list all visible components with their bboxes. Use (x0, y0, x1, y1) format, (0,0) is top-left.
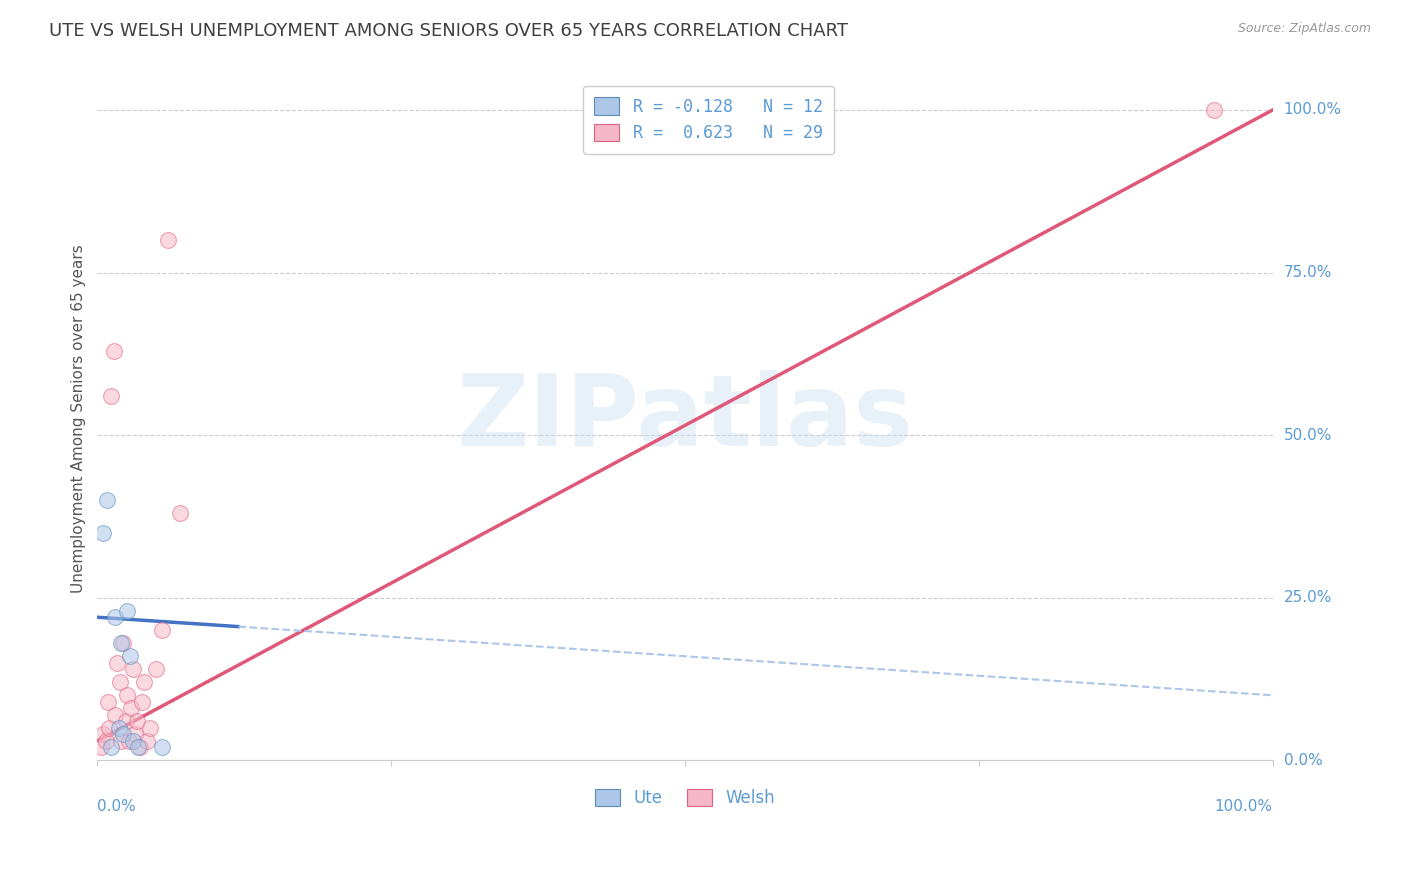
Point (110, 733, 132, 747)
Point (145, 662, 167, 676)
Point (120, 701, 142, 715)
Point (108, 675, 131, 690)
Point (1202, 103, 1225, 117)
Text: 50.0%: 50.0% (1284, 427, 1331, 442)
Point (120, 649, 142, 664)
Point (90, 740, 112, 755)
Text: 0.0%: 0.0% (97, 799, 136, 814)
Point (156, 233, 179, 247)
Text: Source: ZipAtlas.com: Source: ZipAtlas.com (1237, 22, 1371, 36)
Text: 75.0%: 75.0% (1284, 265, 1331, 280)
Text: 0.0%: 0.0% (1284, 753, 1323, 768)
Text: ZIPatlas: ZIPatlas (457, 370, 914, 467)
Point (127, 714, 149, 729)
Point (96, 493, 118, 508)
Point (134, 675, 156, 690)
Point (91, 525, 114, 540)
Point (128, 740, 150, 755)
Point (112, 636, 135, 650)
Point (100, 389, 122, 403)
Point (124, 727, 146, 741)
Point (107, 721, 129, 735)
Point (94, 733, 117, 747)
Point (150, 740, 173, 755)
Point (98, 721, 121, 735)
Point (121, 733, 143, 747)
Point (150, 624, 173, 638)
Point (97, 695, 120, 709)
Point (115, 604, 138, 618)
Point (118, 733, 141, 747)
Point (110, 636, 132, 650)
Point (135, 733, 157, 747)
Point (104, 610, 127, 624)
Y-axis label: Unemployment Among Seniors over 65 years: Unemployment Among Seniors over 65 years (72, 244, 86, 593)
Point (91, 727, 114, 741)
Point (103, 343, 125, 358)
Point (139, 721, 162, 735)
Text: 25.0%: 25.0% (1284, 591, 1331, 606)
Point (121, 662, 143, 676)
Text: UTE VS WELSH UNEMPLOYMENT AMONG SENIORS OVER 65 YEARS CORRELATION CHART: UTE VS WELSH UNEMPLOYMENT AMONG SENIORS … (49, 22, 848, 40)
Point (112, 727, 135, 741)
Point (114, 714, 136, 729)
Point (127, 740, 149, 755)
Text: 100.0%: 100.0% (1284, 103, 1341, 118)
Point (115, 688, 138, 702)
Point (169, 506, 191, 520)
Text: 100.0%: 100.0% (1215, 799, 1272, 814)
Legend: Ute, Welsh: Ute, Welsh (588, 782, 782, 814)
Point (105, 656, 128, 670)
Point (100, 740, 122, 755)
Point (104, 707, 127, 722)
Point (131, 695, 153, 709)
